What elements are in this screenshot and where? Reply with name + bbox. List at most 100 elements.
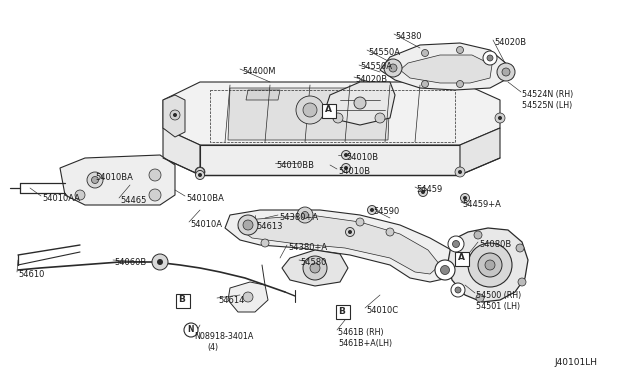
Text: B: B <box>339 307 346 315</box>
Text: 54525N (LH): 54525N (LH) <box>522 101 572 110</box>
Circle shape <box>243 220 253 230</box>
Circle shape <box>455 167 465 177</box>
Text: 54590: 54590 <box>373 207 399 216</box>
Text: 5461B+A(LH): 5461B+A(LH) <box>338 339 392 348</box>
Circle shape <box>375 113 385 123</box>
Circle shape <box>518 278 526 286</box>
Circle shape <box>92 176 99 183</box>
Text: B: B <box>179 295 186 305</box>
Circle shape <box>487 55 493 61</box>
Circle shape <box>485 260 495 270</box>
Circle shape <box>243 292 253 302</box>
Circle shape <box>495 113 505 123</box>
Circle shape <box>346 228 355 237</box>
Circle shape <box>421 190 425 194</box>
Circle shape <box>502 68 510 76</box>
Text: 54010BA: 54010BA <box>186 194 224 203</box>
Circle shape <box>195 167 205 176</box>
Circle shape <box>498 116 502 120</box>
FancyBboxPatch shape <box>175 294 189 308</box>
Text: 54020B: 54020B <box>355 75 387 84</box>
Circle shape <box>195 167 205 177</box>
Polygon shape <box>282 250 348 286</box>
Circle shape <box>198 173 202 177</box>
Text: 54010BA: 54010BA <box>95 173 133 182</box>
Circle shape <box>195 170 205 180</box>
Circle shape <box>384 59 402 77</box>
Circle shape <box>261 239 269 247</box>
Circle shape <box>238 215 258 235</box>
Text: 54500 (RH): 54500 (RH) <box>476 291 521 300</box>
Circle shape <box>333 113 343 123</box>
Text: 54010C: 54010C <box>366 306 398 315</box>
Polygon shape <box>163 95 185 137</box>
Circle shape <box>370 208 374 212</box>
Circle shape <box>342 164 351 173</box>
Text: 5461B (RH): 5461B (RH) <box>338 328 383 337</box>
Circle shape <box>354 97 366 109</box>
Polygon shape <box>380 43 508 90</box>
Polygon shape <box>246 90 280 100</box>
Text: 54380+A: 54380+A <box>288 243 327 252</box>
Text: 54010A: 54010A <box>190 220 222 229</box>
Circle shape <box>184 323 198 337</box>
Circle shape <box>87 172 103 188</box>
Circle shape <box>344 153 348 157</box>
Text: 54465: 54465 <box>120 196 147 205</box>
Circle shape <box>198 170 202 174</box>
Circle shape <box>310 263 320 273</box>
Text: 54400M: 54400M <box>242 67 275 76</box>
Text: 54010B: 54010B <box>346 153 378 162</box>
Circle shape <box>463 196 467 200</box>
Circle shape <box>422 80 429 87</box>
FancyBboxPatch shape <box>454 251 468 266</box>
Circle shape <box>422 49 429 57</box>
Polygon shape <box>325 82 395 125</box>
Text: 54501 (LH): 54501 (LH) <box>476 302 520 311</box>
Text: 54060B: 54060B <box>114 258 147 267</box>
Circle shape <box>149 189 161 201</box>
Circle shape <box>478 253 502 277</box>
Polygon shape <box>238 215 440 274</box>
Circle shape <box>173 113 177 117</box>
Text: 54580: 54580 <box>300 258 326 267</box>
Circle shape <box>455 287 461 293</box>
Circle shape <box>468 243 512 287</box>
Text: 54459: 54459 <box>416 185 442 194</box>
FancyBboxPatch shape <box>335 305 349 318</box>
Circle shape <box>344 166 348 170</box>
Text: J40101LH: J40101LH <box>554 358 597 367</box>
Text: 54010AA: 54010AA <box>42 194 80 203</box>
Circle shape <box>440 266 449 275</box>
Text: 54080B: 54080B <box>479 240 511 249</box>
Circle shape <box>483 51 497 65</box>
Text: A: A <box>324 106 332 115</box>
Text: 54550A: 54550A <box>360 62 392 71</box>
Text: 54524N (RH): 54524N (RH) <box>522 90 573 99</box>
Circle shape <box>456 46 463 54</box>
Circle shape <box>448 236 464 252</box>
Polygon shape <box>448 228 528 302</box>
Circle shape <box>198 170 202 174</box>
Circle shape <box>303 256 327 280</box>
Text: 54613: 54613 <box>256 222 282 231</box>
Circle shape <box>419 187 428 196</box>
Circle shape <box>386 228 394 236</box>
Polygon shape <box>400 55 492 83</box>
Text: 54010B: 54010B <box>338 167 370 176</box>
Circle shape <box>297 207 313 223</box>
Circle shape <box>456 80 463 87</box>
Circle shape <box>461 193 470 202</box>
Circle shape <box>157 259 163 265</box>
Text: 54610: 54610 <box>18 270 44 279</box>
Text: A: A <box>458 253 465 263</box>
Circle shape <box>149 169 161 181</box>
Polygon shape <box>460 128 500 175</box>
Circle shape <box>328 111 332 115</box>
Text: 54550A: 54550A <box>368 48 400 57</box>
Text: 54459+A: 54459+A <box>462 200 501 209</box>
Circle shape <box>474 231 482 239</box>
Circle shape <box>451 283 465 297</box>
Circle shape <box>348 230 352 234</box>
Circle shape <box>326 109 335 118</box>
